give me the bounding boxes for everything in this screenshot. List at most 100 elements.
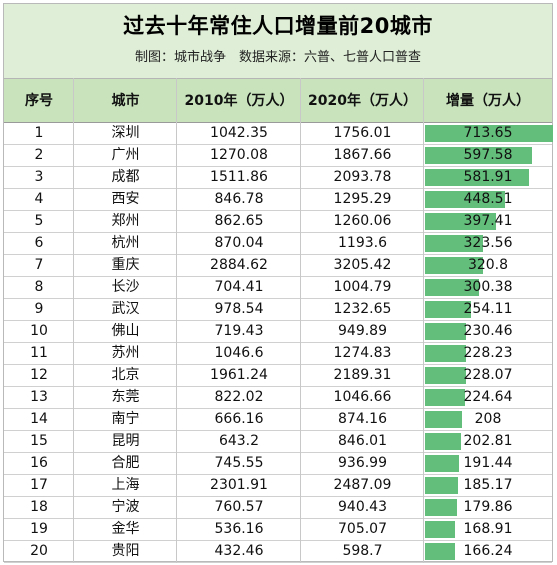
rank-cell: 18 [30,499,48,515]
city-cell: 广州 [111,147,140,163]
pop-2010-cell: 760.57 [214,499,264,515]
table-row: 6 杭州 870.04 1193.6 323.56 [4,233,552,255]
city-cell: 苏州 [111,345,140,361]
rank-cell: 6 [34,235,44,251]
pop-2010-cell: 846.78 [214,191,264,207]
rank-cell: 9 [34,301,44,317]
increase-value: 320.8 [467,257,509,273]
pop-2020-cell: 598.7 [342,543,383,559]
pop-2020-cell: 2093.78 [333,169,392,185]
increase-bar [425,257,483,274]
pop-2020-cell: 940.43 [338,499,387,515]
city-cell: 杭州 [111,235,140,251]
increase-bar [425,367,466,384]
table-row: 19 金华 536.16 705.07 168.91 [4,519,552,541]
rank-cell: 5 [34,213,44,229]
increase-value: 179.86 [463,499,513,515]
city-cell: 金华 [111,521,140,537]
increase-value: 397.41 [463,213,513,229]
pop-2010-cell: 1961.24 [210,367,268,383]
rank-cell: 7 [34,257,44,273]
increase-value: 448.51 [463,191,513,207]
pop-2020-cell: 1295.29 [333,191,392,207]
table-row: 17 上海 2301.91 2487.09 185.17 [4,475,552,497]
pop-2020-cell: 949.89 [338,323,387,339]
table-row: 14 南宁 666.16 874.16 208 [4,409,552,431]
rank-cell: 13 [30,389,48,405]
city-cell: 武汉 [111,301,140,317]
increase-bar [425,301,471,318]
rank-cell: 17 [30,477,48,493]
pop-2020-cell: 3205.42 [333,257,392,273]
increase-bar [425,411,462,428]
rank-cell: 15 [30,433,48,449]
table-row: 8 长沙 704.41 1004.79 300.38 [4,277,552,299]
table-header: 过去十年常住人口增量前20城市 制图：城市战争 数据来源：六普、七普人口普查 [4,4,552,78]
increase-bar [425,477,458,494]
pop-2020-cell: 1756.01 [333,125,392,141]
pop-2010-cell: 1046.6 [214,345,264,361]
pop-2020-cell: 1867.66 [333,147,392,163]
increase-bar [425,433,461,450]
pop-2010-cell: 704.41 [214,279,264,295]
city-cell: 郑州 [111,213,140,229]
pop-2020-cell: 1046.66 [333,389,392,405]
pop-2020-cell: 2189.31 [333,367,392,383]
table-row: 5 郑州 862.65 1260.06 397.41 [4,211,552,233]
increase-value: 228.07 [463,367,513,383]
increase-value: 168.91 [463,521,513,537]
rank-cell: 14 [30,411,48,427]
rank-cell: 2 [34,147,44,163]
increase-bar [425,213,496,230]
increase-bar [425,345,466,362]
pop-2020-cell: 1232.65 [333,301,392,317]
column-header-city: 城市 [111,93,140,109]
table-row: 9 武汉 978.54 1232.65 254.11 [4,299,552,321]
table-frame: 过去十年常住人口增量前20城市 制图：城市战争 数据来源：六普、七普人口普查 序… [3,3,553,563]
table-row: 2 广州 1270.08 1867.66 597.58 [4,145,552,167]
city-cell: 南宁 [111,411,140,427]
table-row: 13 东莞 822.02 1046.66 224.64 [4,387,552,409]
city-cell: 北京 [111,367,140,383]
city-cell: 佛山 [111,323,140,339]
page-title: 过去十年常住人口增量前20城市 [123,14,433,38]
pop-2020-cell: 936.99 [338,455,387,471]
increase-bar [425,235,483,252]
column-divider [73,78,74,563]
rank-cell: 12 [30,367,48,383]
increase-value: 202.81 [463,433,513,449]
table-row: 20 贵阳 432.46 598.7 166.24 [4,541,552,563]
pop-2020-cell: 1260.06 [333,213,392,229]
rank-cell: 16 [30,455,48,471]
city-cell: 深圳 [111,125,140,141]
increase-value: 254.11 [463,301,513,317]
city-cell: 宁波 [111,499,140,515]
city-cell: 西安 [111,191,140,207]
pop-2010-cell: 1270.08 [210,147,268,163]
rank-cell: 20 [30,543,48,559]
increase-value: 230.46 [463,323,513,339]
pop-2020-cell: 1004.79 [333,279,392,295]
increase-bar [425,191,505,208]
column-header-increase: 增量（万人） [446,93,530,109]
increase-bar [425,521,455,538]
column-header-rank: 序号 [25,93,53,109]
table-row: 15 昆明 643.2 846.01 202.81 [4,431,552,453]
city-cell: 合肥 [111,455,140,471]
pop-2010-cell: 978.54 [214,301,264,317]
column-divider [300,78,301,563]
page-subtitle: 制图：城市战争 数据来源：六普、七普人口普查 [134,50,421,65]
pop-2010-cell: 2301.91 [210,477,268,493]
pop-2020-cell: 874.16 [338,411,387,427]
pop-2010-cell: 862.65 [214,213,264,229]
rank-cell: 11 [30,345,48,361]
increase-value: 228.23 [463,345,513,361]
increase-bar [425,499,457,516]
pop-2020-cell: 1274.83 [333,345,392,361]
increase-bar [425,147,532,164]
pop-2020-cell: 846.01 [338,433,387,449]
increase-bar [425,543,455,560]
pop-2010-cell: 536.16 [214,521,264,537]
rank-cell: 3 [34,169,44,185]
pop-2010-cell: 1511.86 [210,169,268,185]
